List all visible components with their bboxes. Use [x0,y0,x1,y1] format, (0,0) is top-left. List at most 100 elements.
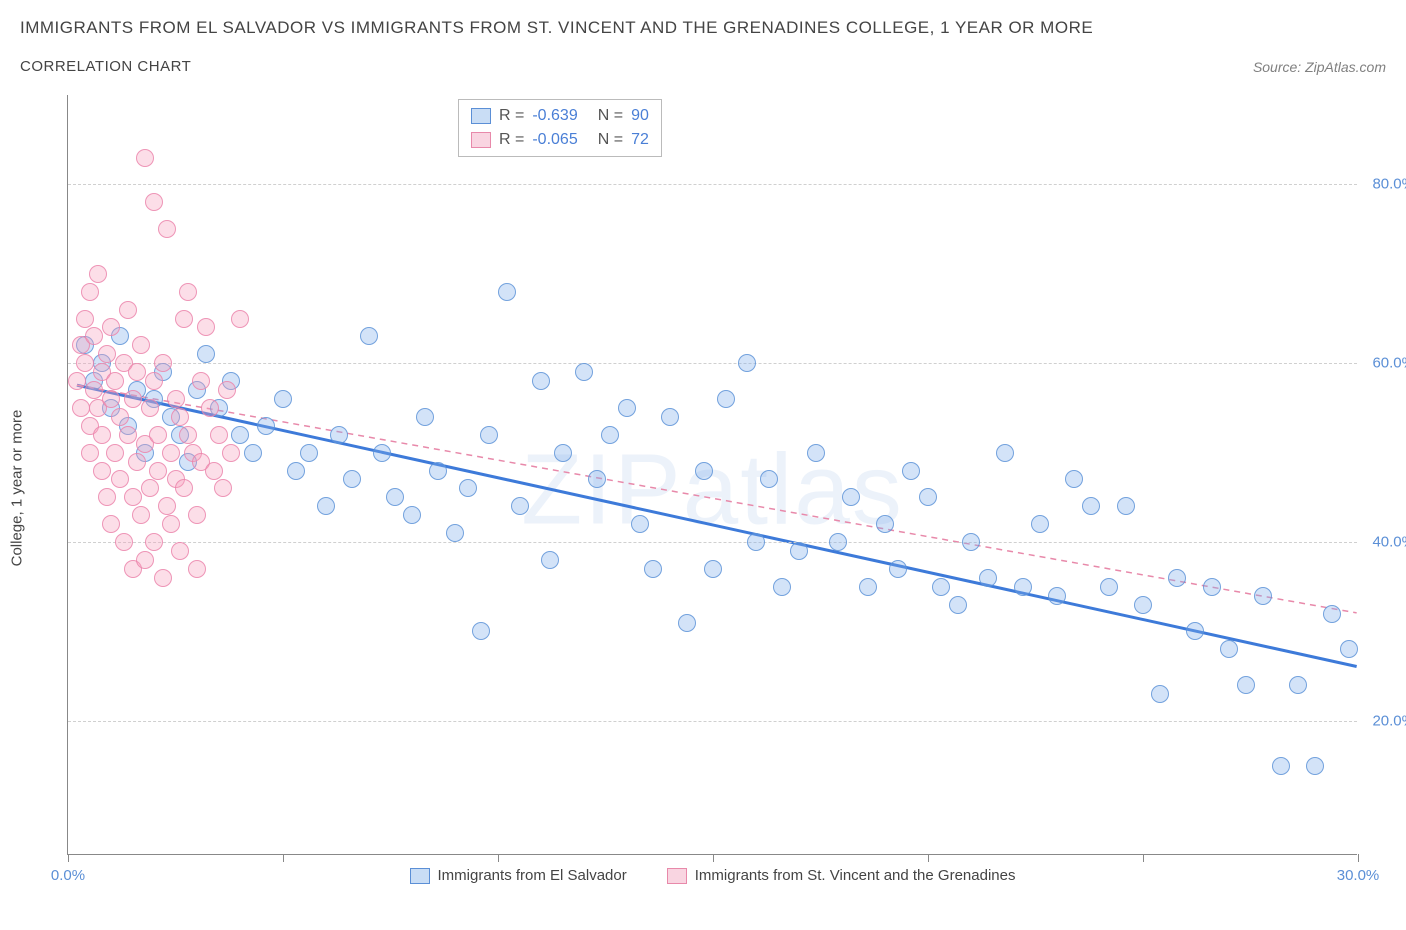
data-point [136,551,154,569]
data-point [317,497,335,515]
data-point [1082,497,1100,515]
data-point [287,462,305,480]
data-point [98,345,116,363]
legend-r-label: R = [499,107,524,125]
x-tick-label: 0.0% [51,867,85,884]
data-point [631,515,649,533]
data-point [85,327,103,345]
data-point [81,283,99,301]
legend-swatch [471,132,491,148]
data-point [171,408,189,426]
data-point [717,390,735,408]
data-point [979,569,997,587]
data-point [373,444,391,462]
data-point [222,444,240,462]
x-tick-label: 30.0% [1337,867,1380,884]
data-point [106,372,124,390]
data-point [98,488,116,506]
data-point [480,426,498,444]
data-point [162,515,180,533]
data-point [446,524,464,542]
data-point [167,390,185,408]
series-legend-item: Immigrants from El Salvador [410,867,627,884]
data-point [111,408,129,426]
data-point [154,354,172,372]
data-point [76,310,94,328]
data-point [695,462,713,480]
data-point [554,444,572,462]
data-point [1014,578,1032,596]
data-point [1168,569,1186,587]
legend-swatch [410,868,430,884]
legend-r-value: -0.639 [532,107,577,125]
data-point [1289,676,1307,694]
data-point [1272,757,1290,775]
series-legend: Immigrants from El SalvadorImmigrants fr… [68,867,1357,884]
data-point [119,426,137,444]
x-tick [68,854,69,862]
data-point [902,462,920,480]
data-point [76,354,94,372]
data-point [188,506,206,524]
data-point [889,560,907,578]
data-point [119,301,137,319]
data-point [145,193,163,211]
data-point [81,444,99,462]
data-point [1237,676,1255,694]
data-point [141,479,159,497]
data-point [429,462,447,480]
chart-subtitle: CORRELATION CHART [20,58,191,75]
data-point [188,560,206,578]
data-point [842,488,860,506]
data-point [132,336,150,354]
data-point [932,578,950,596]
data-point [1100,578,1118,596]
legend-n-label: N = [598,107,623,125]
data-point [197,345,215,363]
data-point [257,417,275,435]
data-point [274,390,292,408]
legend-swatch [667,868,687,884]
data-point [919,488,937,506]
plot-region: ZIPatlas R =-0.639N =90R =-0.065N =72 Im… [67,95,1357,855]
trendlines-layer [68,95,1357,854]
data-point [1323,605,1341,623]
data-point [214,479,232,497]
data-point [330,426,348,444]
data-point [996,444,1014,462]
data-point [859,578,877,596]
data-point [231,310,249,328]
data-point [1340,640,1358,658]
data-point [738,354,756,372]
data-point [89,265,107,283]
data-point [128,363,146,381]
data-point [1186,622,1204,640]
legend-r-label: R = [499,131,524,149]
data-point [588,470,606,488]
data-point [154,569,172,587]
chart-title: IMMIGRANTS FROM EL SALVADOR VS IMMIGRANT… [20,18,1386,38]
data-point [158,497,176,515]
data-point [747,533,765,551]
data-point [145,372,163,390]
data-point [210,426,228,444]
data-point [1065,470,1083,488]
data-point [102,318,120,336]
data-point [141,399,159,417]
legend-row: R =-0.639N =90 [471,104,649,128]
data-point [760,470,778,488]
data-point [93,462,111,480]
data-point [876,515,894,533]
data-point [300,444,318,462]
gridline [68,184,1357,185]
data-point [1117,497,1135,515]
data-point [618,399,636,417]
data-point [102,390,120,408]
data-point [807,444,825,462]
data-point [68,372,86,390]
legend-n-label: N = [598,131,623,149]
data-point [85,381,103,399]
data-point [175,310,193,328]
legend-row: R =-0.065N =72 [471,128,649,152]
data-point [472,622,490,640]
